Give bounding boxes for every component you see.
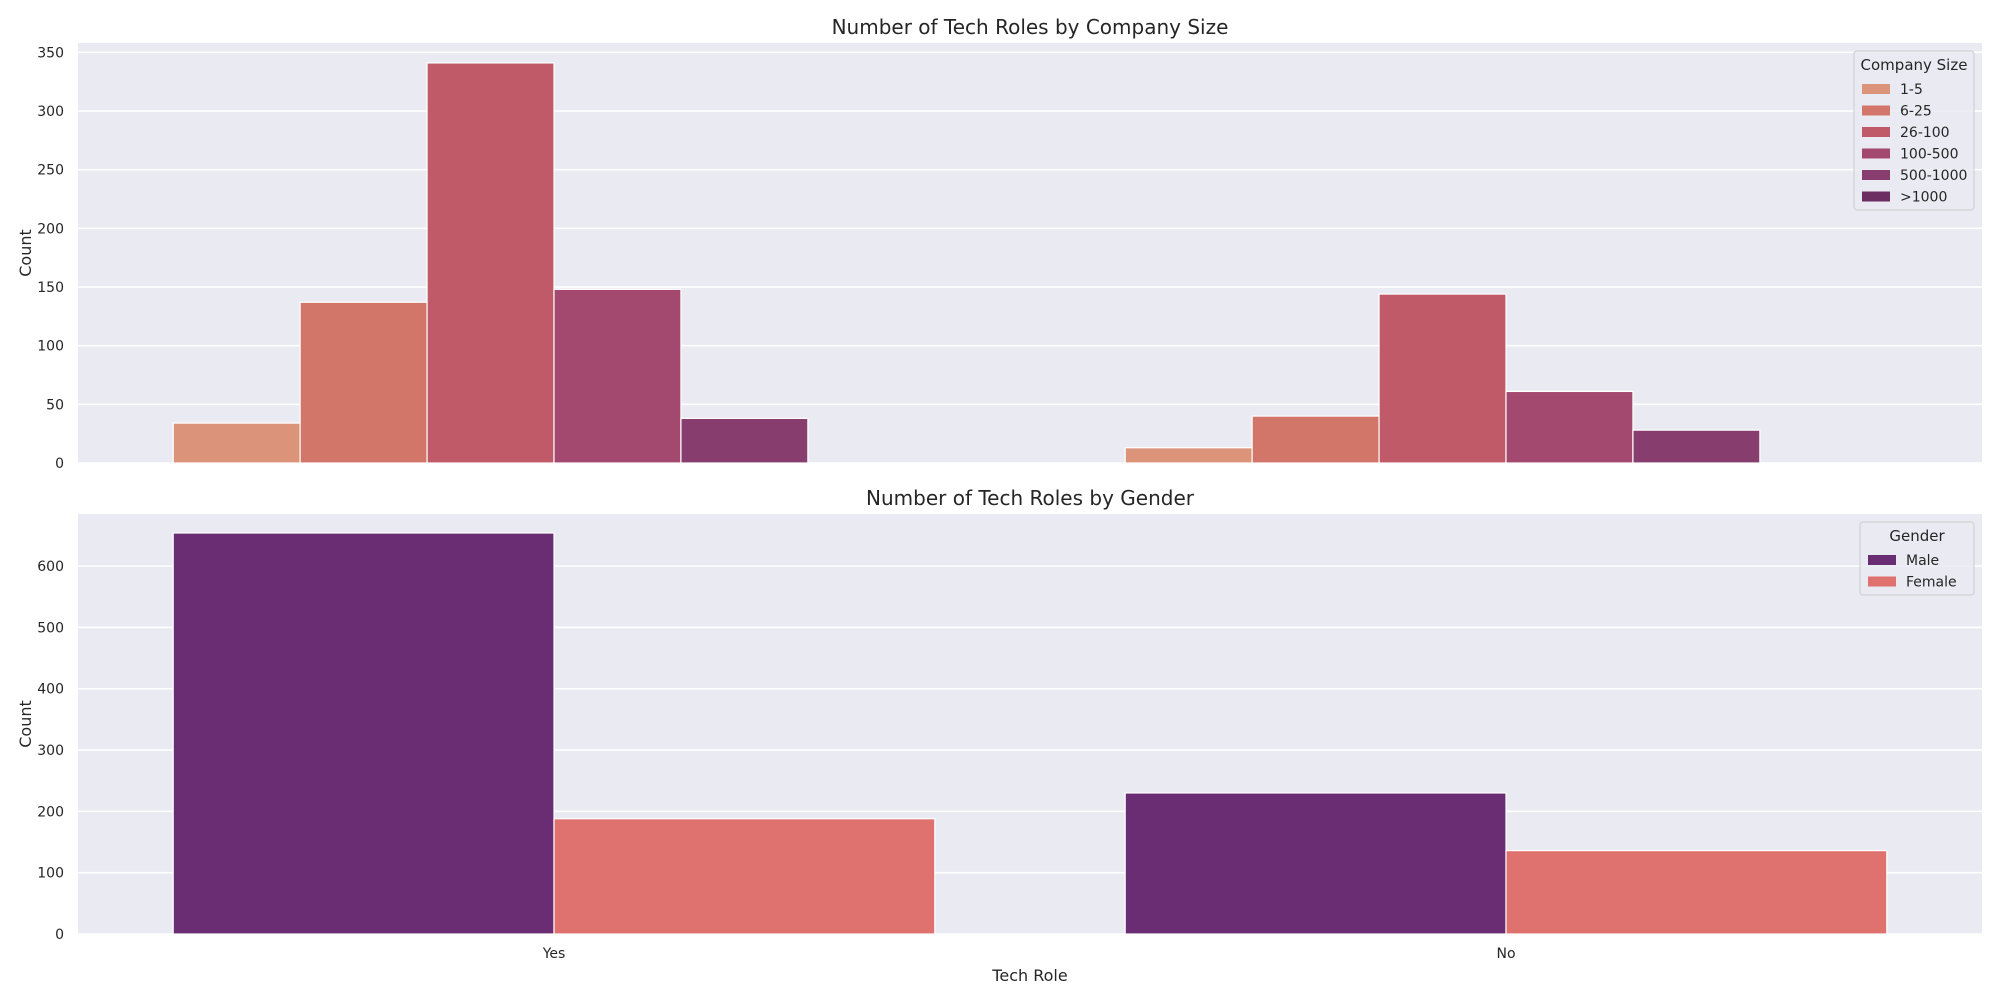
x-tick-label: Yes xyxy=(542,946,566,962)
x-tick-label: No xyxy=(1496,946,1515,962)
legend-item-label: 1-5 xyxy=(1900,82,1923,98)
chart-title: Number of Tech Roles by Company Size xyxy=(832,15,1229,39)
bar-no-100-500 xyxy=(1505,390,1634,464)
y-tick-label: 0 xyxy=(55,456,64,472)
bar-no-26-100 xyxy=(1378,293,1507,464)
legend-item-label: 26-100 xyxy=(1900,125,1950,141)
y-tick-label: 200 xyxy=(37,804,64,820)
bar-yes-100-500 xyxy=(553,288,682,464)
y-tick-label: 250 xyxy=(37,163,64,179)
legend-swatch xyxy=(1868,576,1896,587)
y-tick-label: 400 xyxy=(37,682,64,698)
y-tick-label: 100 xyxy=(37,339,64,355)
legend-item-label: 6-25 xyxy=(1900,104,1932,120)
y-tick-label: 500 xyxy=(37,620,64,636)
y-tick-label: 350 xyxy=(37,45,64,61)
y-tick-label: 150 xyxy=(37,280,64,296)
y-tick-label: 50 xyxy=(46,397,64,413)
legend-item-label: 100-500 xyxy=(1900,147,1959,163)
legend: Gender Male Female xyxy=(1859,521,1975,596)
bar-yes-26-100 xyxy=(426,62,555,464)
y-tick-label: 200 xyxy=(37,221,64,237)
bar-yes-female xyxy=(553,818,936,935)
legend-swatch xyxy=(1862,148,1890,159)
y-tick-label: 300 xyxy=(37,743,64,759)
x-axis-label: Tech Role xyxy=(991,966,1067,985)
legend-item-label: Male xyxy=(1906,553,1939,569)
legend-swatch xyxy=(1868,555,1896,565)
bar-no-female xyxy=(1505,850,1888,935)
bar-yes-male xyxy=(172,532,555,935)
bar-no-6-25 xyxy=(1251,415,1380,464)
legend-swatch xyxy=(1862,170,1890,180)
legend-title: Company Size xyxy=(1861,56,1968,74)
y-tick-label: 300 xyxy=(37,104,64,120)
y-axis-label: Count xyxy=(16,229,35,277)
legend-swatch xyxy=(1862,84,1890,94)
legend-swatch xyxy=(1862,105,1890,116)
bar-yes-500-1000 xyxy=(680,417,809,464)
bar-no-1-5 xyxy=(1124,447,1253,464)
y-tick-label: 0 xyxy=(55,927,64,943)
y-tick-label: 600 xyxy=(37,559,64,575)
legend-item-label: Female xyxy=(1906,575,1957,591)
subplot-1: 0 50 100 150 200 250 300 350 Number of Tech Role… xyxy=(16,15,1982,472)
bar-yes-1-5 xyxy=(172,422,301,464)
subplot-2: 0 100 200 300 400 500 600 Yes No Number of Tech R… xyxy=(16,486,1982,985)
bar-yes-6-25 xyxy=(299,301,428,464)
chart-title: Number of Tech Roles by Gender xyxy=(866,486,1195,510)
legend-swatch xyxy=(1862,127,1890,137)
legend-swatch xyxy=(1862,191,1890,202)
legend-item-label: >1000 xyxy=(1900,190,1947,206)
legend: Company Size 1-5 6-25 26-100 100-500 500-1000… xyxy=(1853,50,1975,211)
legend-title: Gender xyxy=(1889,527,1945,545)
y-axis-label: Count xyxy=(16,700,35,748)
bar-no-male xyxy=(1124,792,1507,935)
legend-item-label: 500-1000 xyxy=(1900,168,1967,184)
y-tick-label: 100 xyxy=(37,866,64,882)
bar-no-500-1000 xyxy=(1632,429,1761,464)
